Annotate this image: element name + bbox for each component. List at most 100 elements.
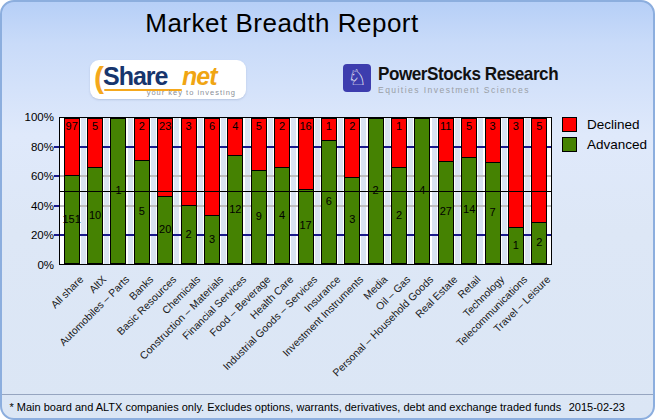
- powerstocks-subtitle: Equities Investment Sciences: [378, 84, 558, 95]
- advanced-count-label: 151: [60, 213, 85, 225]
- bar-segment-declined: 23: [158, 119, 172, 196]
- legend-swatch-advanced: [562, 137, 577, 152]
- declined-count-label: 5: [82, 120, 108, 132]
- declined-count-label: 2: [339, 120, 365, 132]
- chart-legend: Declined Advanced: [562, 117, 647, 157]
- bar-segment-declined: 2: [135, 119, 149, 160]
- header: Market Breadth Report: [2, 8, 562, 39]
- declined-count-label: 5: [246, 120, 272, 132]
- bar-segment-declined: 3: [486, 119, 500, 162]
- bar-segment-declined: 5: [462, 119, 476, 157]
- fifty-percent-line: [60, 191, 551, 192]
- bar-segment-advanced: 2: [532, 222, 546, 263]
- bar-segment-declined: 1: [322, 119, 336, 140]
- declined-count-label: 4: [222, 120, 248, 132]
- advanced-count-label: 3: [199, 233, 225, 245]
- market-breadth-report-card: Market Breadth Report ( Share net your k…: [0, 0, 655, 420]
- bar-segment-declined: 4: [228, 119, 242, 155]
- advanced-count-label: 12: [222, 203, 248, 215]
- advanced-count-label: 10: [82, 209, 108, 221]
- legend-label: Declined: [587, 117, 640, 132]
- bar-segment-advanced: 27: [439, 161, 453, 263]
- chess-knight-icon: ♘: [343, 64, 371, 92]
- chart-plot-inner: 9715151012523203263412592416171623212411…: [60, 118, 551, 264]
- powerstocks-logo: ♘ PowerStocks Research Equities Investme…: [343, 64, 578, 98]
- x-axis-label-all-share: All share: [48, 273, 85, 310]
- declined-count-label: 2: [269, 120, 295, 132]
- advanced-count-label: 1: [503, 239, 529, 251]
- advanced-count-label: 5: [129, 205, 155, 217]
- y-axis-tick-label: 80%: [12, 141, 54, 153]
- bar-segment-advanced: 2: [182, 205, 196, 263]
- bar-segment-declined: 2: [345, 119, 359, 177]
- declined-count-label: 3: [480, 120, 506, 132]
- declined-count-label: 1: [386, 120, 412, 132]
- bar-segment-advanced: 6: [322, 140, 336, 263]
- sharenet-logo: ( Share net your key to investing: [90, 60, 246, 99]
- bar-segment-advanced: 20: [158, 196, 172, 263]
- bar-segment-declined: 6: [205, 119, 219, 215]
- bar-segment-declined: 5: [88, 119, 102, 167]
- advanced-count-label: 27: [433, 205, 459, 217]
- bar-segment-advanced: 5: [135, 160, 149, 263]
- powerstocks-name: PowerStocks Research: [378, 64, 558, 84]
- legend-item-advanced: Advanced: [562, 137, 647, 152]
- bar-segment-declined: 5: [532, 119, 546, 222]
- bar-segment-declined: 97: [65, 119, 79, 175]
- y-axis-tick: [54, 205, 59, 207]
- advanced-count-label: 17: [293, 219, 319, 231]
- advanced-count-label: 9: [246, 210, 272, 222]
- declined-count-label: 23: [152, 120, 178, 132]
- advanced-count-label: 2: [526, 236, 551, 248]
- bar-segment-advanced: 3: [205, 215, 219, 263]
- declined-count-label: 5: [526, 120, 551, 132]
- bar-segment-declined: 2: [275, 119, 289, 167]
- x-axis-labels: All shareAltXAutomobiles – PartsBanksBas…: [60, 266, 553, 396]
- y-axis-tick-label: 100%: [12, 111, 54, 123]
- bar-segment-advanced: 4: [275, 167, 289, 263]
- bar-segment-declined: 5: [252, 119, 266, 170]
- declined-count-label: 5: [456, 120, 482, 132]
- declined-count-label: 97: [60, 120, 85, 132]
- advanced-count-label: 2: [176, 228, 202, 240]
- bar-segment-advanced: 2: [392, 167, 406, 263]
- declined-count-label: 3: [176, 120, 202, 132]
- sharenet-logo-inner: ( Share net your key to investing: [90, 60, 246, 99]
- footer: * Main board and ALTX companies only. Ex…: [2, 394, 653, 418]
- legend-label: Advanced: [587, 137, 647, 152]
- sharenet-wordmark-net: net: [182, 62, 217, 91]
- bar-segment-advanced: 9: [252, 170, 266, 263]
- y-axis-tick: [54, 234, 59, 236]
- sharenet-tagline: your key to investing: [147, 88, 236, 97]
- bar-segment-declined: 3: [509, 119, 523, 227]
- bar-segment-declined: 16: [299, 119, 313, 189]
- bar-segment-declined: 1: [392, 119, 406, 167]
- advanced-count-label: 2: [386, 209, 412, 221]
- declined-count-label: 3: [503, 120, 529, 132]
- bar-segment-advanced: 14: [462, 157, 476, 263]
- advanced-count-label: 6: [316, 195, 342, 207]
- legend-item-declined: Declined: [562, 117, 647, 132]
- advanced-count-label: 20: [152, 223, 178, 235]
- y-axis-tick: [54, 146, 59, 148]
- declined-count-label: 16: [293, 120, 319, 132]
- bar-segment-declined: 11: [439, 119, 453, 161]
- bar-segment-advanced: 151: [65, 175, 79, 263]
- page-title: Market Breadth Report: [145, 8, 419, 38]
- advanced-count-label: 14: [456, 203, 482, 215]
- powerstocks-text: PowerStocks Research Equities Investment…: [378, 64, 558, 95]
- chart-plot-area: 9715151012523203263412592416171623212411…: [59, 117, 552, 265]
- report-date: 2015-02-23: [569, 401, 653, 413]
- y-axis-tick-label: 40%: [12, 200, 54, 212]
- bar-segment-advanced: 10: [88, 167, 102, 263]
- y-axis-tick-label: 0%: [12, 259, 54, 271]
- sharenet-wordmark-share: Share: [103, 62, 167, 91]
- declined-count-label: 6: [199, 120, 225, 132]
- advanced-count-label: 7: [480, 206, 506, 218]
- bar-segment-advanced: 12: [228, 155, 242, 263]
- y-axis-tick-label: 20%: [12, 229, 54, 241]
- advanced-count-label: 3: [339, 213, 365, 225]
- legend-swatch-declined: [562, 117, 577, 132]
- declined-count-label: 2: [129, 120, 155, 132]
- bar-segment-advanced: 17: [299, 189, 313, 263]
